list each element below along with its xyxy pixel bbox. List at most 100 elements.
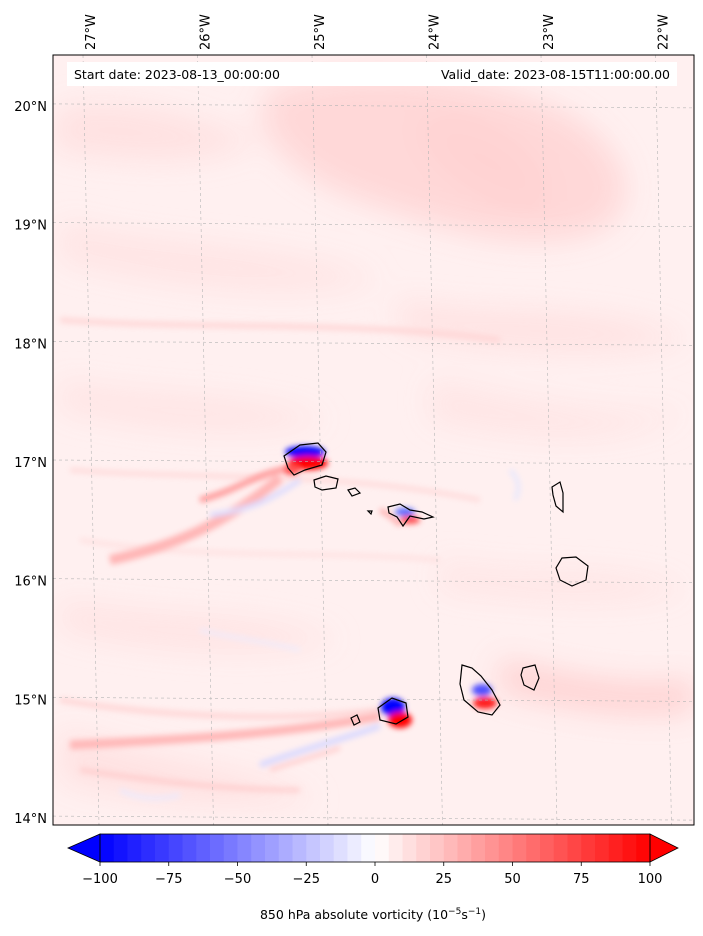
island-santa-luzia — [347, 487, 362, 497]
colorbar-segment-35 — [581, 834, 596, 862]
colorbar-segment-11 — [251, 834, 266, 862]
colorbar-segment-10 — [237, 834, 252, 862]
gridline-lat-3 — [53, 459, 694, 465]
gridline-lon-4 — [540, 55, 558, 825]
colorbar-tick-label-3: −25 — [293, 872, 320, 887]
island-branco — [366, 510, 373, 516]
lat-label-4: 16°N — [14, 575, 47, 590]
start-date-label: Start date: 2023-08-13_00:00:00 — [74, 67, 280, 82]
colorbar-max-extension — [649, 833, 679, 863]
colorbar-segment-14 — [292, 834, 307, 862]
island-coastlines — [283, 442, 589, 726]
colorbar-min-extension — [67, 833, 101, 863]
colorbar-segment-9 — [223, 834, 238, 862]
colorbar-segment-30 — [512, 834, 527, 862]
colorbar-segment-36 — [595, 834, 610, 862]
colorbar-segment-5 — [168, 834, 183, 862]
gridline-lon-0 — [82, 55, 100, 825]
colorbar-segment-31 — [526, 834, 541, 862]
lon-label-0: 27°W — [84, 14, 99, 50]
colorbar-segment-1 — [113, 834, 128, 862]
colorbar-segment-26 — [457, 834, 472, 862]
colorbar-segment-38 — [622, 834, 637, 862]
gridline-lat-4 — [53, 578, 694, 584]
island-boa-vista — [555, 556, 589, 587]
colorbar-tick-label-2: −50 — [224, 872, 251, 887]
lon-label-5: 22°W — [657, 14, 672, 50]
lat-label-0: 20°N — [14, 100, 47, 115]
colorbar-segment-23 — [416, 834, 431, 862]
gridline-lat-1 — [53, 222, 694, 227]
colorbar-label: 850 hPa absolute vorticity (10−5s−1) — [260, 907, 486, 922]
colorbar-tick-label-1: −75 — [155, 872, 182, 887]
colorbar-segment-32 — [540, 834, 555, 862]
colorbar-segment-16 — [320, 834, 335, 862]
colorbar-segment-18 — [347, 834, 362, 862]
lon-label-1: 26°W — [199, 14, 214, 50]
colorbar-segment-12 — [265, 834, 280, 862]
vorticity-background-field — [53, 72, 694, 804]
gridline-lon-2 — [311, 55, 329, 825]
lat-label-6: 14°N — [14, 812, 47, 827]
colorbar-segment-34 — [567, 834, 582, 862]
lat-label-1: 19°N — [14, 219, 47, 234]
valid-date-label: Valid_date: 2023-08-15T11:00:00.00 — [441, 67, 670, 82]
colorbar-tick-label-4: 0 — [371, 872, 379, 887]
colorbar-tick-label-8: 100 — [638, 872, 663, 887]
colorbar-segment-22 — [402, 834, 417, 862]
date-info-box — [67, 62, 677, 86]
colorbar-tick-label-0: −100 — [82, 872, 118, 887]
island-wake-south — [69, 711, 381, 772]
island-maio — [520, 664, 540, 691]
colorbar-segment-13 — [278, 834, 293, 862]
colorbar-segment-4 — [155, 834, 170, 862]
colorbar-segment-17 — [333, 834, 348, 862]
colorbar-segment-25 — [443, 834, 458, 862]
vorticity-streaks — [59, 317, 521, 801]
island-brava — [350, 714, 361, 726]
island-sao-vicente — [313, 475, 339, 491]
colorbar-segment-27 — [471, 834, 486, 862]
colorbar-segment-2 — [127, 834, 142, 862]
latitude-tick-labels: 20°N 19°N 18°N 17°N 16°N 15°N 14°N — [14, 100, 47, 827]
colorbar-tick-label-5: 25 — [435, 872, 452, 887]
island-santiago — [459, 664, 501, 716]
colorbar-tick-label-7: 75 — [573, 872, 590, 887]
colorbar-segment-6 — [182, 834, 197, 862]
colorbar-tick-label-6: 50 — [504, 872, 521, 887]
colorbar-segment-8 — [210, 834, 225, 862]
lat-label-3: 17°N — [14, 456, 47, 471]
gridline-lat-6 — [53, 815, 694, 821]
colorbar-ticks: −100 −75 −50 −25 0 25 50 75 100 — [82, 862, 662, 887]
island-sao-nicolau — [387, 503, 435, 528]
colorbar-segments — [100, 834, 651, 862]
lon-label-4: 23°W — [542, 14, 557, 50]
gridline-lon-3 — [426, 55, 443, 825]
island-santo-antao — [283, 442, 327, 476]
gridline-lat-0 — [53, 103, 694, 109]
map-frame — [52, 54, 695, 826]
gridline-lat-5 — [53, 697, 694, 702]
longitude-tick-labels: 27°W 26°W 25°W 24°W 23°W 22°W — [84, 14, 672, 50]
map-gridlines — [53, 55, 694, 825]
colorbar-segment-7 — [196, 834, 211, 862]
colorbar: −100 −75 −50 −25 0 25 50 75 100 850 hPa absolute… — [67, 833, 679, 922]
colorbar-segment-39 — [636, 834, 651, 862]
lon-label-3: 24°W — [428, 14, 443, 50]
colorbar-segment-0 — [100, 834, 115, 862]
island-sal — [551, 481, 564, 514]
lat-label-5: 15°N — [14, 693, 47, 708]
colorbar-segment-28 — [485, 834, 500, 862]
colorbar-segment-15 — [306, 834, 321, 862]
colorbar-segment-3 — [141, 834, 156, 862]
colorbar-segment-19 — [361, 834, 376, 862]
colorbar-segment-20 — [375, 834, 390, 862]
colorbar-segment-24 — [430, 834, 445, 862]
island-fogo — [377, 697, 409, 725]
colorbar-segment-21 — [388, 834, 403, 862]
map-plot-area: Start date: 2023-08-13_00:00:00 Valid_da… — [53, 55, 694, 825]
gridline-lon-1 — [197, 55, 214, 825]
gridline-lon-5 — [655, 55, 672, 825]
gridline-lat-2 — [53, 340, 694, 346]
